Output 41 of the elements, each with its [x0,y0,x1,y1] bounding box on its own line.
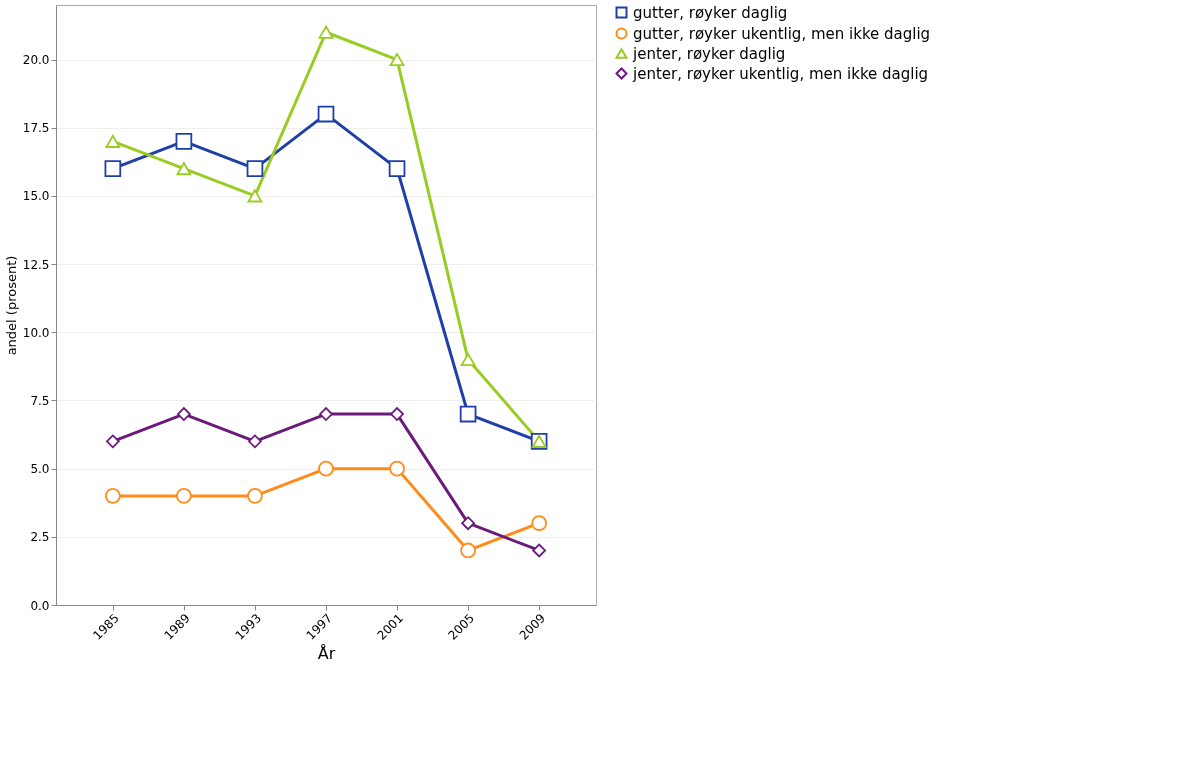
y-tick-label: 12.5 [22,257,50,272]
point [176,488,192,504]
point [460,353,476,367]
point [248,434,262,449]
point [104,488,121,504]
point [388,160,406,177]
y-tick-label: 20.0 [22,53,50,68]
y-tick-label: 2.5 [30,530,50,545]
y-tick-label: 17.5 [22,121,50,136]
y-axis-title: andel (prosent) [3,255,19,356]
point [175,133,193,150]
point [389,460,405,477]
point [318,460,334,477]
point [176,162,192,176]
point [531,515,548,532]
point [177,407,191,421]
point [317,105,335,123]
point [532,543,547,558]
point [246,160,264,177]
point [105,434,120,449]
point [389,53,405,67]
point [318,25,334,39]
point [460,542,476,559]
point [105,134,121,148]
point [461,516,475,531]
point [459,405,477,423]
legend-label: gutter, røyker ukentlig, men ikke daglig [633,24,931,43]
y-tick-label: 10.0 [22,325,50,340]
x-axis-title: År [317,643,336,663]
point [247,189,263,203]
point [247,488,263,504]
legend-label: jenter, røyker ukentlig, men ikke daglig [632,64,929,83]
y-tick-label: 15.0 [22,189,50,204]
legend-label: jenter, røyker daglig [632,44,786,63]
legend-label: gutter, røyker daglig [633,3,788,22]
point [104,160,122,177]
y-tick-label: 7.5 [30,393,50,408]
point [390,407,404,421]
y-tick-label: 0.0 [30,598,50,613]
y-tick-label: 5.0 [30,462,50,477]
point [319,407,333,421]
